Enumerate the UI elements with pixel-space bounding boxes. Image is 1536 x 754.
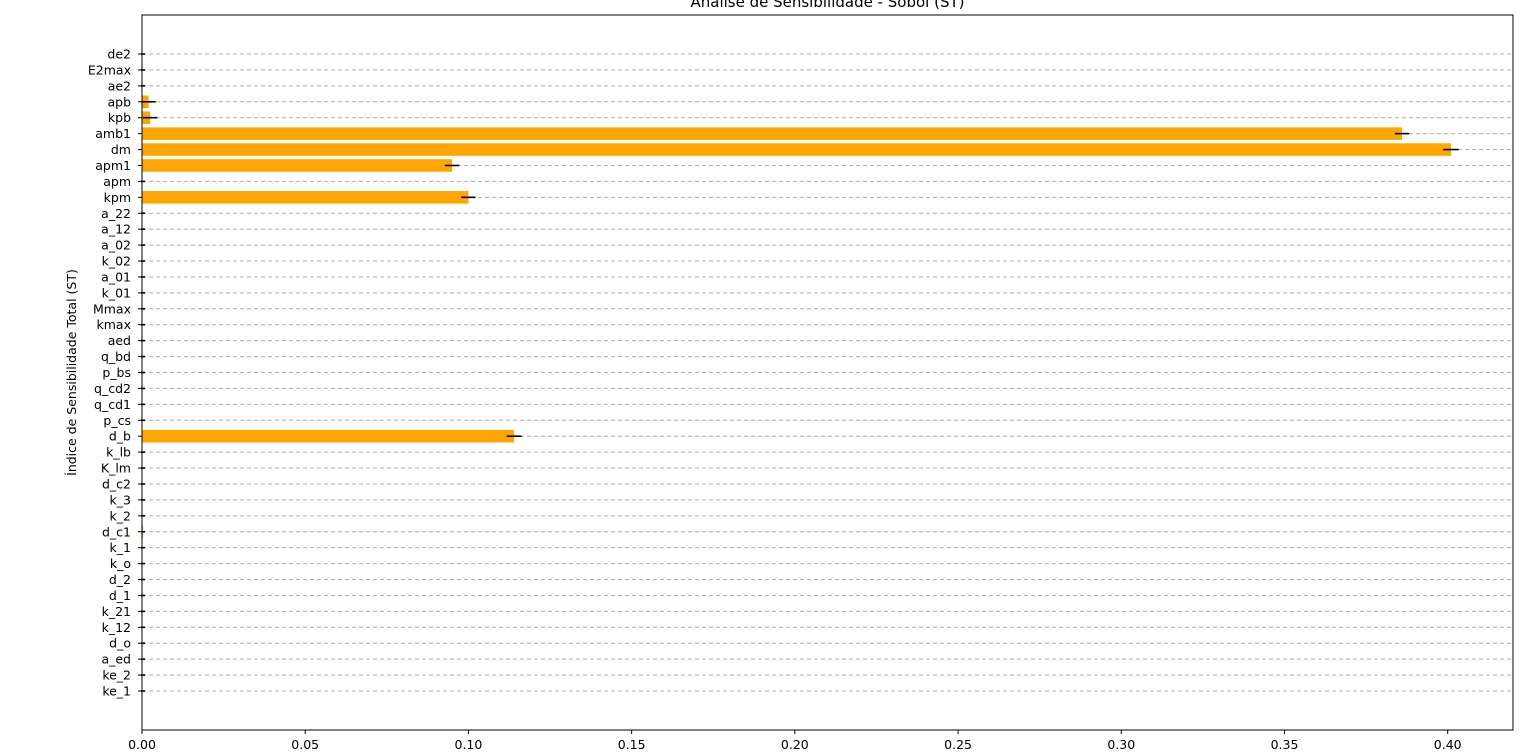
bar-amb1: [142, 127, 1403, 140]
y-tick-label: q_cd1: [94, 397, 131, 412]
y-tick-label: ke_1: [102, 684, 131, 699]
grid-lines: [142, 53, 1513, 692]
bar-dm: [142, 143, 1451, 156]
y-tick-label: k_2: [110, 508, 131, 523]
y-axis-ticks: ke_1ke_2a_edd_ok_12k_21d_1d_2k_ok_1d_c1k…: [88, 47, 142, 699]
bars: [142, 95, 1451, 538]
x-tick-label: 0.40: [1434, 737, 1462, 752]
chart-title: Análise de Sensibilidade - Sobol (ST): [690, 0, 964, 11]
y-tick-label: dm: [111, 142, 131, 157]
x-tick-label: 0.35: [1271, 737, 1299, 752]
y-tick-label: q_cd2: [94, 381, 131, 396]
y-tick-label: apb: [107, 94, 131, 109]
y-tick-label: k_21: [102, 604, 131, 619]
y-tick-label: k_3: [110, 492, 131, 507]
y-tick-label: a_01: [101, 269, 131, 284]
bar-kpm: [142, 191, 469, 204]
x-tick-label: 0.05: [291, 737, 319, 752]
y-tick-label: p_bs: [102, 365, 131, 380]
y-tick-label: kpb: [108, 110, 131, 125]
y-tick-label: d_c1: [102, 524, 131, 539]
y-tick-label: k_1: [110, 540, 131, 555]
y-tick-label: ae2: [108, 78, 131, 93]
y-tick-label: d_2: [109, 572, 131, 587]
y-tick-label: aed: [108, 333, 131, 348]
y-axis-title: Índice de Sensibilidade Total (ST): [64, 269, 79, 476]
y-tick-label: amb1: [95, 126, 131, 141]
y-tick-label: a_ed: [101, 652, 131, 667]
y-tick-label: d_c2: [102, 476, 131, 491]
y-tick-label: kpm: [104, 190, 131, 205]
x-tick-label: 0.00: [128, 737, 156, 752]
y-tick-label: a_12: [101, 222, 131, 237]
y-tick-label: apm: [103, 174, 131, 189]
y-tick-label: a_22: [101, 206, 131, 221]
y-tick-label: K_lm: [101, 461, 131, 476]
x-tick-label: 0.30: [1107, 737, 1135, 752]
bar-d_b: [142, 429, 515, 443]
y-tick-label: E2max: [88, 62, 131, 77]
y-tick-label: d_b: [109, 429, 131, 444]
y-tick-label: p_cs: [103, 413, 131, 428]
y-tick-label: k_lb: [106, 445, 131, 460]
y-tick-label: apm1: [95, 158, 131, 173]
x-tick-label: 0.10: [455, 737, 483, 752]
x-tick-label: 0.15: [618, 737, 646, 752]
y-tick-label: a_02: [101, 238, 131, 253]
y-tick-label: k_12: [102, 620, 131, 635]
y-tick-label: de2: [107, 47, 131, 62]
y-tick-label: k_01: [102, 285, 131, 300]
y-tick-label: d_o: [109, 636, 131, 651]
y-tick-label: ke_2: [102, 668, 131, 683]
y-tick-label: d_1: [109, 588, 131, 603]
y-tick-label: q_bd: [101, 349, 131, 364]
x-tick-label: 0.20: [781, 737, 809, 752]
y-tick-label: k_02: [102, 254, 131, 269]
y-tick-label: kmax: [97, 317, 131, 332]
x-axis-ticks: 0.00 0.05 0.10 0.15 0.20 0.25 0.30 0.35 0.40: [128, 730, 1462, 752]
y-tick-label: Mmax: [93, 301, 131, 316]
y-tick-label: k_o: [110, 556, 131, 571]
x-tick-label: 0.25: [944, 737, 972, 752]
bar-apm1: [142, 159, 453, 172]
